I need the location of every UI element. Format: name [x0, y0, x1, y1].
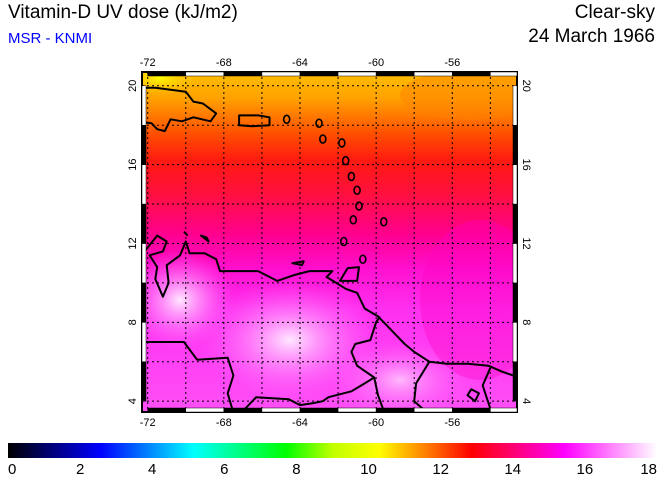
trinidad-coast — [339, 266, 360, 282]
longitude-label: -64 — [292, 57, 308, 69]
colorbar-label: 10 — [360, 461, 377, 478]
island-outline — [353, 185, 361, 196]
map-title: Vitamin-D UV dose (kJ/m2) — [8, 2, 238, 23]
latitude-label: 4 — [127, 398, 139, 404]
island-outline — [315, 118, 323, 129]
longitude-label: -64 — [292, 417, 308, 429]
island-outline — [349, 215, 358, 225]
sky-condition: Clear-sky — [574, 2, 655, 23]
frame-scale-bars — [141, 71, 518, 413]
coastlines — [142, 86, 517, 412]
curacao-coast — [200, 234, 210, 243]
venezuela-border — [240, 315, 381, 412]
colorbar-label: 12 — [432, 461, 449, 478]
latitude-label: 16 — [127, 159, 139, 171]
guyana-brazil-border — [373, 377, 385, 412]
colorbar-label: 4 — [148, 461, 156, 478]
longitude-label: -72 — [140, 417, 156, 429]
island-outline — [282, 114, 291, 125]
island-outline — [339, 236, 348, 247]
island-outline — [338, 138, 346, 148]
colorbar — [8, 443, 657, 458]
colorbar-labels: 0 2 4 6 8 10 12 14 16 18 — [8, 461, 657, 478]
latitude-label: 20 — [127, 80, 139, 92]
south-america-coast — [142, 234, 517, 378]
latitude-label: 16 — [520, 159, 532, 171]
hispaniola-coast — [142, 86, 218, 133]
longitude-label: -60 — [368, 57, 384, 69]
colorbar-label: 16 — [577, 461, 594, 478]
latitude-label: 20 — [520, 80, 532, 92]
latitude-label: 4 — [520, 398, 532, 404]
island-outline — [347, 171, 356, 182]
suriname-guiana-border — [481, 367, 492, 410]
puerto-rico-coast — [238, 114, 271, 128]
colombia-venezuela-border — [142, 341, 235, 412]
colorbar-label: 0 — [8, 461, 16, 478]
colorbar-label: 14 — [504, 461, 521, 478]
reservoir-outline — [466, 388, 480, 403]
longitude-label: -72 — [140, 57, 156, 69]
map-date: 24 March 1966 — [528, 26, 655, 47]
colorbar-label: 8 — [292, 461, 300, 478]
longitude-label: -68 — [216, 57, 232, 69]
latitude-label: 8 — [520, 319, 532, 325]
colorbar-label: 2 — [76, 461, 84, 478]
island-outline — [341, 155, 350, 166]
latitude-label: 12 — [520, 237, 532, 249]
colorbar-label: 6 — [220, 461, 228, 478]
island-outline — [319, 134, 327, 144]
guyana-suriname-border — [413, 361, 431, 412]
latitude-label: 12 — [127, 237, 139, 249]
aruba-coast — [183, 231, 189, 237]
source-label: MSR - KNMI — [8, 30, 93, 47]
longitude-label: -56 — [444, 57, 460, 69]
island-outline — [355, 201, 363, 211]
latitude-label: 8 — [127, 319, 139, 325]
graticule — [142, 72, 517, 412]
island-outline — [379, 216, 388, 227]
longitude-label: -60 — [368, 417, 384, 429]
axis-ticks: -72 -72 -68 -68 -64 -64 -60 -60 -56 -56 20 20 16 16 12… — [127, 57, 532, 429]
island-outline — [359, 254, 367, 265]
dose-field — [142, 72, 517, 412]
colorbar-label: 18 — [640, 461, 657, 478]
longitude-label: -68 — [216, 417, 232, 429]
longitude-label: -56 — [444, 417, 460, 429]
margarita-coast — [291, 260, 305, 267]
